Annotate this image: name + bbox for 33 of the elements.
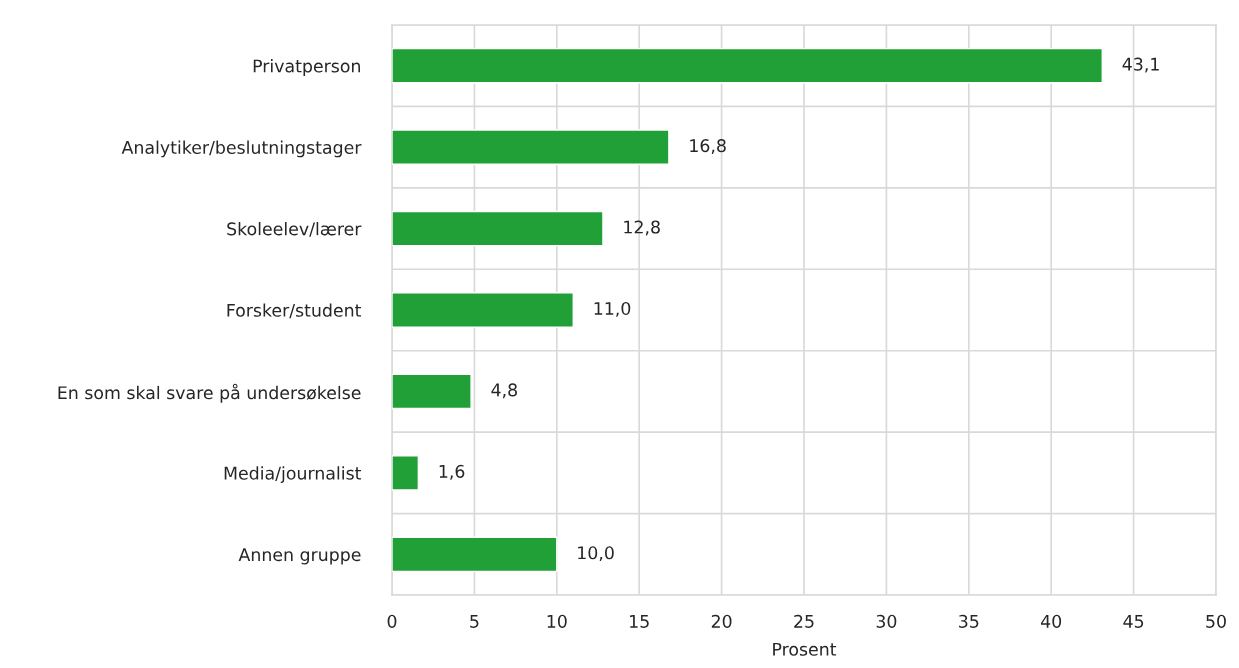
x-tick-label: 25 — [794, 614, 814, 628]
y-tick-label: Analytiker/beslutningstager — [121, 140, 362, 158]
x-tick-label: 35 — [959, 614, 979, 628]
y-tick-label: Annen gruppe — [238, 548, 361, 565]
bar — [392, 47, 1103, 84]
y-tick-label: En som skal svare på undersøkelse — [58, 383, 361, 403]
x-tick-label: 40 — [1041, 614, 1062, 628]
bar — [392, 536, 558, 573]
data-label: 12,8 — [624, 220, 660, 236]
x-axis-title: Prosent — [773, 642, 837, 656]
y-tick-label: Forsker/student — [227, 303, 362, 319]
bar — [392, 210, 604, 247]
x-tick-label: 15 — [630, 614, 649, 628]
y-tick-label: Skoleelev/lærer — [227, 221, 362, 237]
x-tick-label: 45 — [1123, 614, 1144, 628]
bar — [392, 292, 574, 328]
data-label: 11,0 — [594, 301, 631, 317]
data-label: 43,1 — [1122, 57, 1159, 73]
bar — [392, 455, 420, 491]
x-tick-label: 0 — [387, 614, 397, 628]
x-tick-label: 20 — [711, 614, 732, 628]
y-tick-label: Privatperson — [253, 59, 360, 76]
bar — [392, 373, 472, 410]
x-tick-label: 50 — [1206, 614, 1226, 628]
x-tick-label: 10 — [547, 614, 567, 628]
data-label: 1,6 — [439, 464, 465, 480]
data-label: 4,8 — [491, 383, 517, 399]
bar — [392, 129, 670, 165]
x-tick-label: 30 — [876, 614, 897, 628]
data-label: 16,8 — [690, 139, 726, 154]
y-tick-label: Media/journalist — [224, 466, 362, 484]
data-label: 10,0 — [578, 546, 614, 562]
x-tick-label: 5 — [470, 614, 479, 628]
